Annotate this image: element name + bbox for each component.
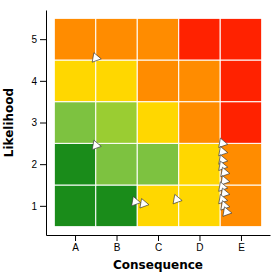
cell: [54, 102, 95, 144]
plot: A B C D E 1 2 3 4 5: [31, 11, 270, 254]
cells: [54, 18, 261, 226]
y-tick: 5: [31, 34, 46, 45]
cell: [96, 18, 137, 60]
marker: [129, 195, 141, 206]
marker: [216, 193, 228, 204]
marker: [218, 174, 230, 185]
cell: [96, 102, 137, 144]
chart: A B C D E 1 2 3 4 5 Consequence Likelihood: [0, 0, 280, 277]
y-tick-label: 5: [31, 34, 37, 45]
cell: [179, 60, 220, 102]
marker: [137, 197, 149, 208]
y-tick-mark: [40, 206, 46, 207]
cell: [96, 143, 137, 185]
cell: [137, 102, 178, 144]
marker: [218, 166, 230, 177]
marker: [89, 139, 101, 150]
y-tick: 3: [31, 117, 46, 128]
x-tick-label: D: [196, 242, 203, 253]
x-axis: A B C D E: [47, 235, 271, 253]
y-axis-title: Likelihood: [2, 88, 16, 157]
cell: [54, 143, 95, 185]
cell: [179, 143, 220, 185]
x-tick-mark: [241, 235, 242, 241]
cell: [96, 60, 137, 102]
cell: [54, 18, 95, 60]
marker: [218, 186, 230, 197]
y-tick: 4: [31, 76, 46, 87]
cell: [96, 185, 137, 227]
y-axis: 1 2 3 4 5: [31, 11, 46, 236]
cell: [137, 143, 178, 185]
x-tick-mark: [75, 235, 76, 241]
marker: [216, 145, 228, 156]
x-tick: B: [114, 235, 121, 253]
marker: [220, 205, 232, 216]
x-tick: C: [155, 235, 162, 253]
cell: [220, 102, 261, 144]
y-tick-label: 2: [31, 159, 37, 170]
cell: [137, 185, 178, 227]
x-tick: A: [72, 235, 79, 253]
cell: [54, 60, 95, 102]
x-tick-mark: [199, 235, 200, 241]
marker: [216, 180, 228, 191]
x-axis-title: Consequence: [113, 258, 203, 272]
x-tick-label: A: [72, 242, 79, 253]
cell: [179, 102, 220, 144]
y-tick: 1: [31, 201, 46, 212]
cell: [54, 185, 95, 227]
marker: [216, 136, 228, 147]
x-tick-label: E: [238, 242, 245, 253]
y-tick: 2: [31, 159, 46, 170]
y-tick-label: 3: [31, 117, 37, 128]
y-tick-label: 4: [31, 76, 37, 87]
y-tick-label: 1: [31, 201, 37, 212]
cell: [220, 18, 261, 60]
x-tick-label: C: [155, 242, 162, 253]
marks: [54, 18, 261, 226]
marker: [218, 199, 230, 210]
y-tick-mark: [40, 39, 46, 40]
marker: [216, 159, 228, 170]
y-tick-mark: [40, 164, 46, 165]
x-tick: E: [238, 235, 245, 253]
cell: [179, 185, 220, 227]
y-tick-mark: [40, 123, 46, 124]
markers: [89, 51, 232, 216]
x-tick-mark: [117, 235, 118, 241]
cell: [137, 60, 178, 102]
cell: [137, 18, 178, 60]
cell: [220, 60, 261, 102]
marker: [89, 51, 101, 62]
marker: [170, 193, 182, 204]
y-axis-line: [46, 11, 47, 236]
x-tick-mark: [158, 235, 159, 241]
y-tick-mark: [40, 81, 46, 82]
x-tick-label: B: [114, 242, 121, 253]
x-tick: D: [196, 235, 203, 253]
cell: [179, 18, 220, 60]
